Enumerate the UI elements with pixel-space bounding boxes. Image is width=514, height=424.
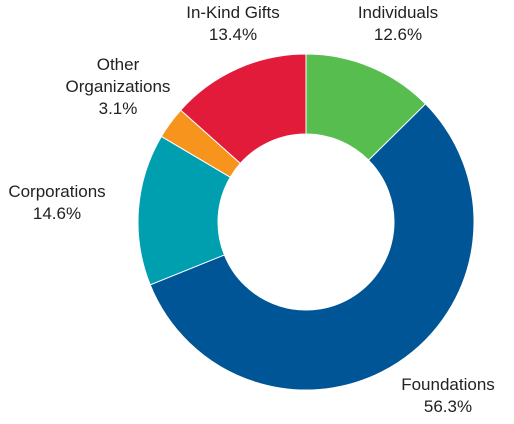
slice-name-label: Corporations: [8, 182, 105, 201]
slice-value-label: 13.4%: [209, 25, 257, 44]
slice-label-corporations: Corporations 14.6%: [8, 182, 105, 223]
slice-label-foundations: Foundations 56.3%: [401, 375, 495, 416]
slice-value-label: 12.6%: [374, 25, 422, 44]
slice-label-in-kind-gifts: In-Kind Gifts 13.4%: [186, 3, 280, 44]
slice-name-label: In-Kind Gifts: [186, 3, 280, 22]
slice-name-label: Other: [97, 55, 140, 74]
slice-in-kind-gifts: [179, 53, 307, 165]
donut-slices: [137, 53, 475, 391]
slice-name-label: Foundations: [401, 375, 495, 394]
slice-foundations: [149, 103, 475, 391]
slice-value-label: 56.3%: [424, 397, 472, 416]
slice-labels: Individuals 12.6% Foundations 56.3% Corporat…: [8, 3, 494, 416]
slice-name-label: Individuals: [358, 3, 438, 22]
slice-value-label: 14.6%: [33, 204, 81, 223]
slice-value-label: 3.1%: [99, 99, 138, 118]
slice-label-individuals: Individuals 12.6%: [358, 3, 438, 44]
slice-label-other-organizations: Other Organizations 3.1%: [66, 55, 171, 118]
slice-name-label: Organizations: [66, 77, 171, 96]
